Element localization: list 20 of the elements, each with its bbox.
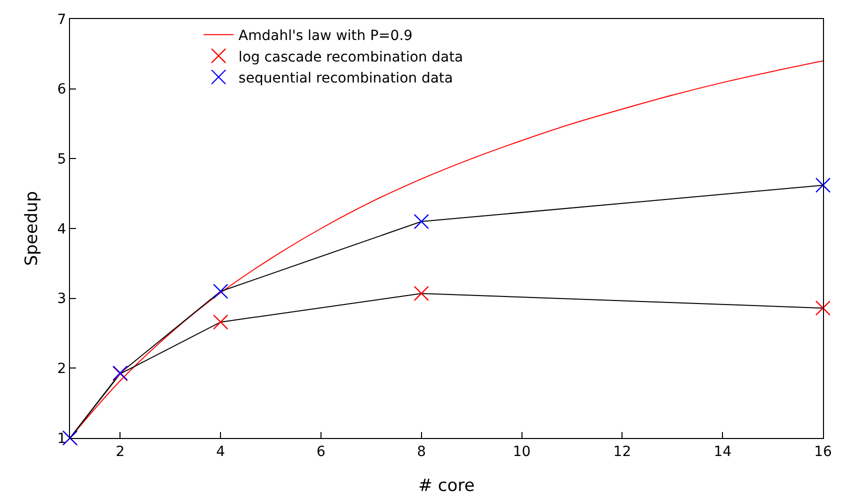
y-axis-title: Speedup	[22, 191, 42, 266]
y-tick-label: 4	[57, 221, 66, 238]
legend-label: Amdahl's law with P=0.9	[238, 28, 413, 44]
x-tick-label: 10	[512, 444, 531, 460]
x-tick-label: 8	[416, 444, 426, 460]
y-tick-label: 6	[57, 82, 66, 98]
y-tick-label: 1	[57, 430, 66, 447]
y-tick-label: 2	[57, 361, 66, 378]
x-tick-label: 14	[714, 444, 732, 460]
x-tick-label: 2	[116, 444, 125, 460]
y-tick-label: 3	[57, 291, 66, 308]
x-axis-title: # core	[418, 476, 475, 496]
x-tick-label: 4	[216, 444, 226, 460]
y-tick-label: 5	[57, 152, 66, 168]
legend-label: log cascade recombination data	[238, 49, 464, 66]
legend-label: sequential recombination data	[238, 70, 454, 86]
x-tick-label: 12	[613, 444, 632, 460]
x-tick-label: 16	[814, 444, 832, 460]
x-tick-label: 6	[316, 444, 326, 460]
y-tick-label: 7	[57, 12, 66, 28]
